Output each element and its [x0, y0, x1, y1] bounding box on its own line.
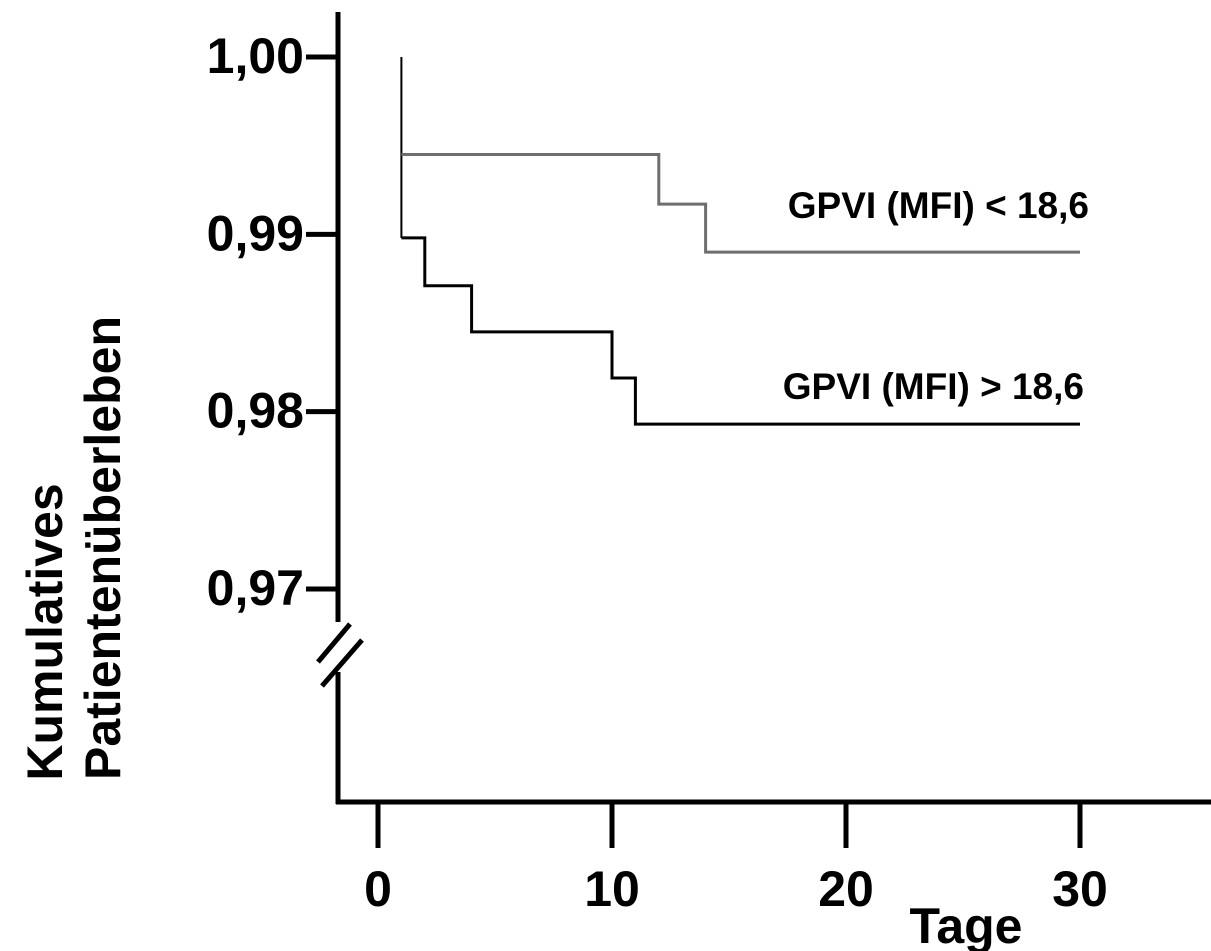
axis-break-mark-1 — [316, 622, 352, 664]
ylabel-line1: Kumulatives — [17, 483, 73, 780]
y-ticks: 1,00 0,99 0,98 0,97 — [207, 28, 338, 616]
series-label-high: GPVI (MFI) > 18,6 — [783, 366, 1084, 407]
x-tick-label: 20 — [818, 861, 874, 917]
series-label-low: GPVI (MFI) < 18,6 — [788, 185, 1089, 226]
series-line-1 — [401, 236, 1080, 426]
y-tick-label: 0,98 — [207, 383, 304, 439]
ylabel-line2: Patientenüberleben — [75, 316, 131, 780]
y-tick-label: 1,00 — [207, 28, 304, 84]
x-tick-label: 0 — [364, 861, 392, 917]
axis-break-mark-2 — [320, 638, 364, 688]
x-ticks: 0 10 20 30 — [364, 802, 1108, 917]
x-tick-label: 10 — [584, 861, 640, 917]
x-tick-label: 30 — [1052, 861, 1108, 917]
y-tick-label: 0,99 — [207, 205, 304, 261]
xlabel: Tage — [910, 898, 1023, 951]
series-group — [400, 57, 1080, 426]
y-tick-label: 0,97 — [207, 560, 304, 616]
series-line-0 — [401, 153, 1080, 254]
